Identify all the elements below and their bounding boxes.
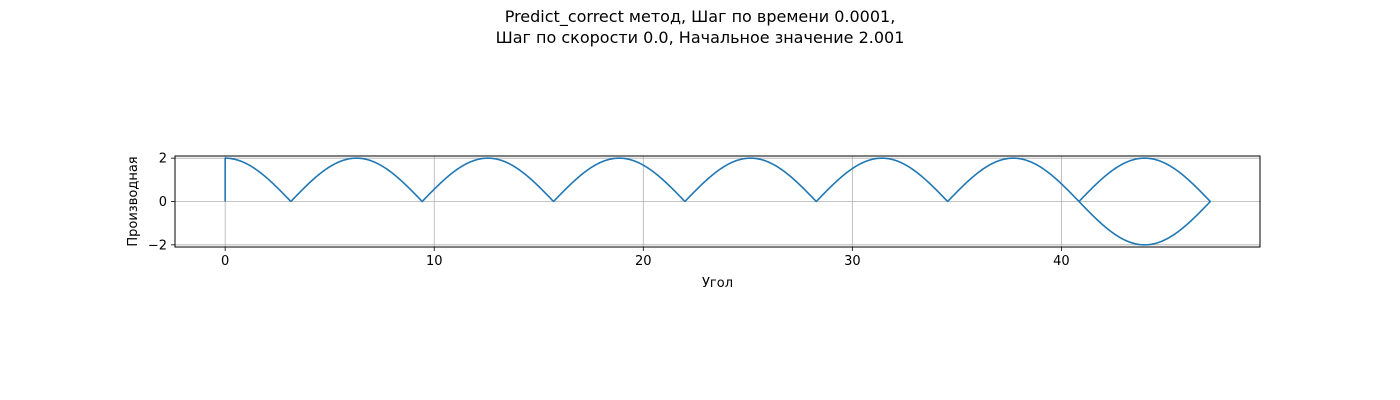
series-line — [224, 157, 1212, 246]
y-axis-label: Производная — [126, 156, 141, 246]
y-tick-label: 2 — [159, 152, 167, 167]
y-tick-label: −2 — [148, 238, 167, 253]
x-axis-label: Угол — [702, 276, 733, 291]
tick-layer: 0 10 20 30 40 −2 0 2 — [148, 152, 1070, 269]
x-tick-label: 30 — [844, 254, 861, 269]
chart-title-line-1: Predict_correct метод, Шаг по времени 0.… — [504, 7, 896, 26]
chart-title: Predict_correct метод, Шаг по времени 0.… — [0, 6, 1400, 48]
grid-layer — [175, 156, 1260, 247]
x-tick-label: 20 — [635, 254, 652, 269]
x-tick-label: 0 — [221, 254, 229, 269]
series-layer — [224, 157, 1212, 246]
x-tick-label: 10 — [426, 254, 443, 269]
y-tick-label: 0 — [159, 195, 167, 210]
x-tick-label: 40 — [1053, 254, 1070, 269]
chart-title-line-2: Шаг по скорости 0.0, Начальное значение … — [495, 28, 905, 47]
